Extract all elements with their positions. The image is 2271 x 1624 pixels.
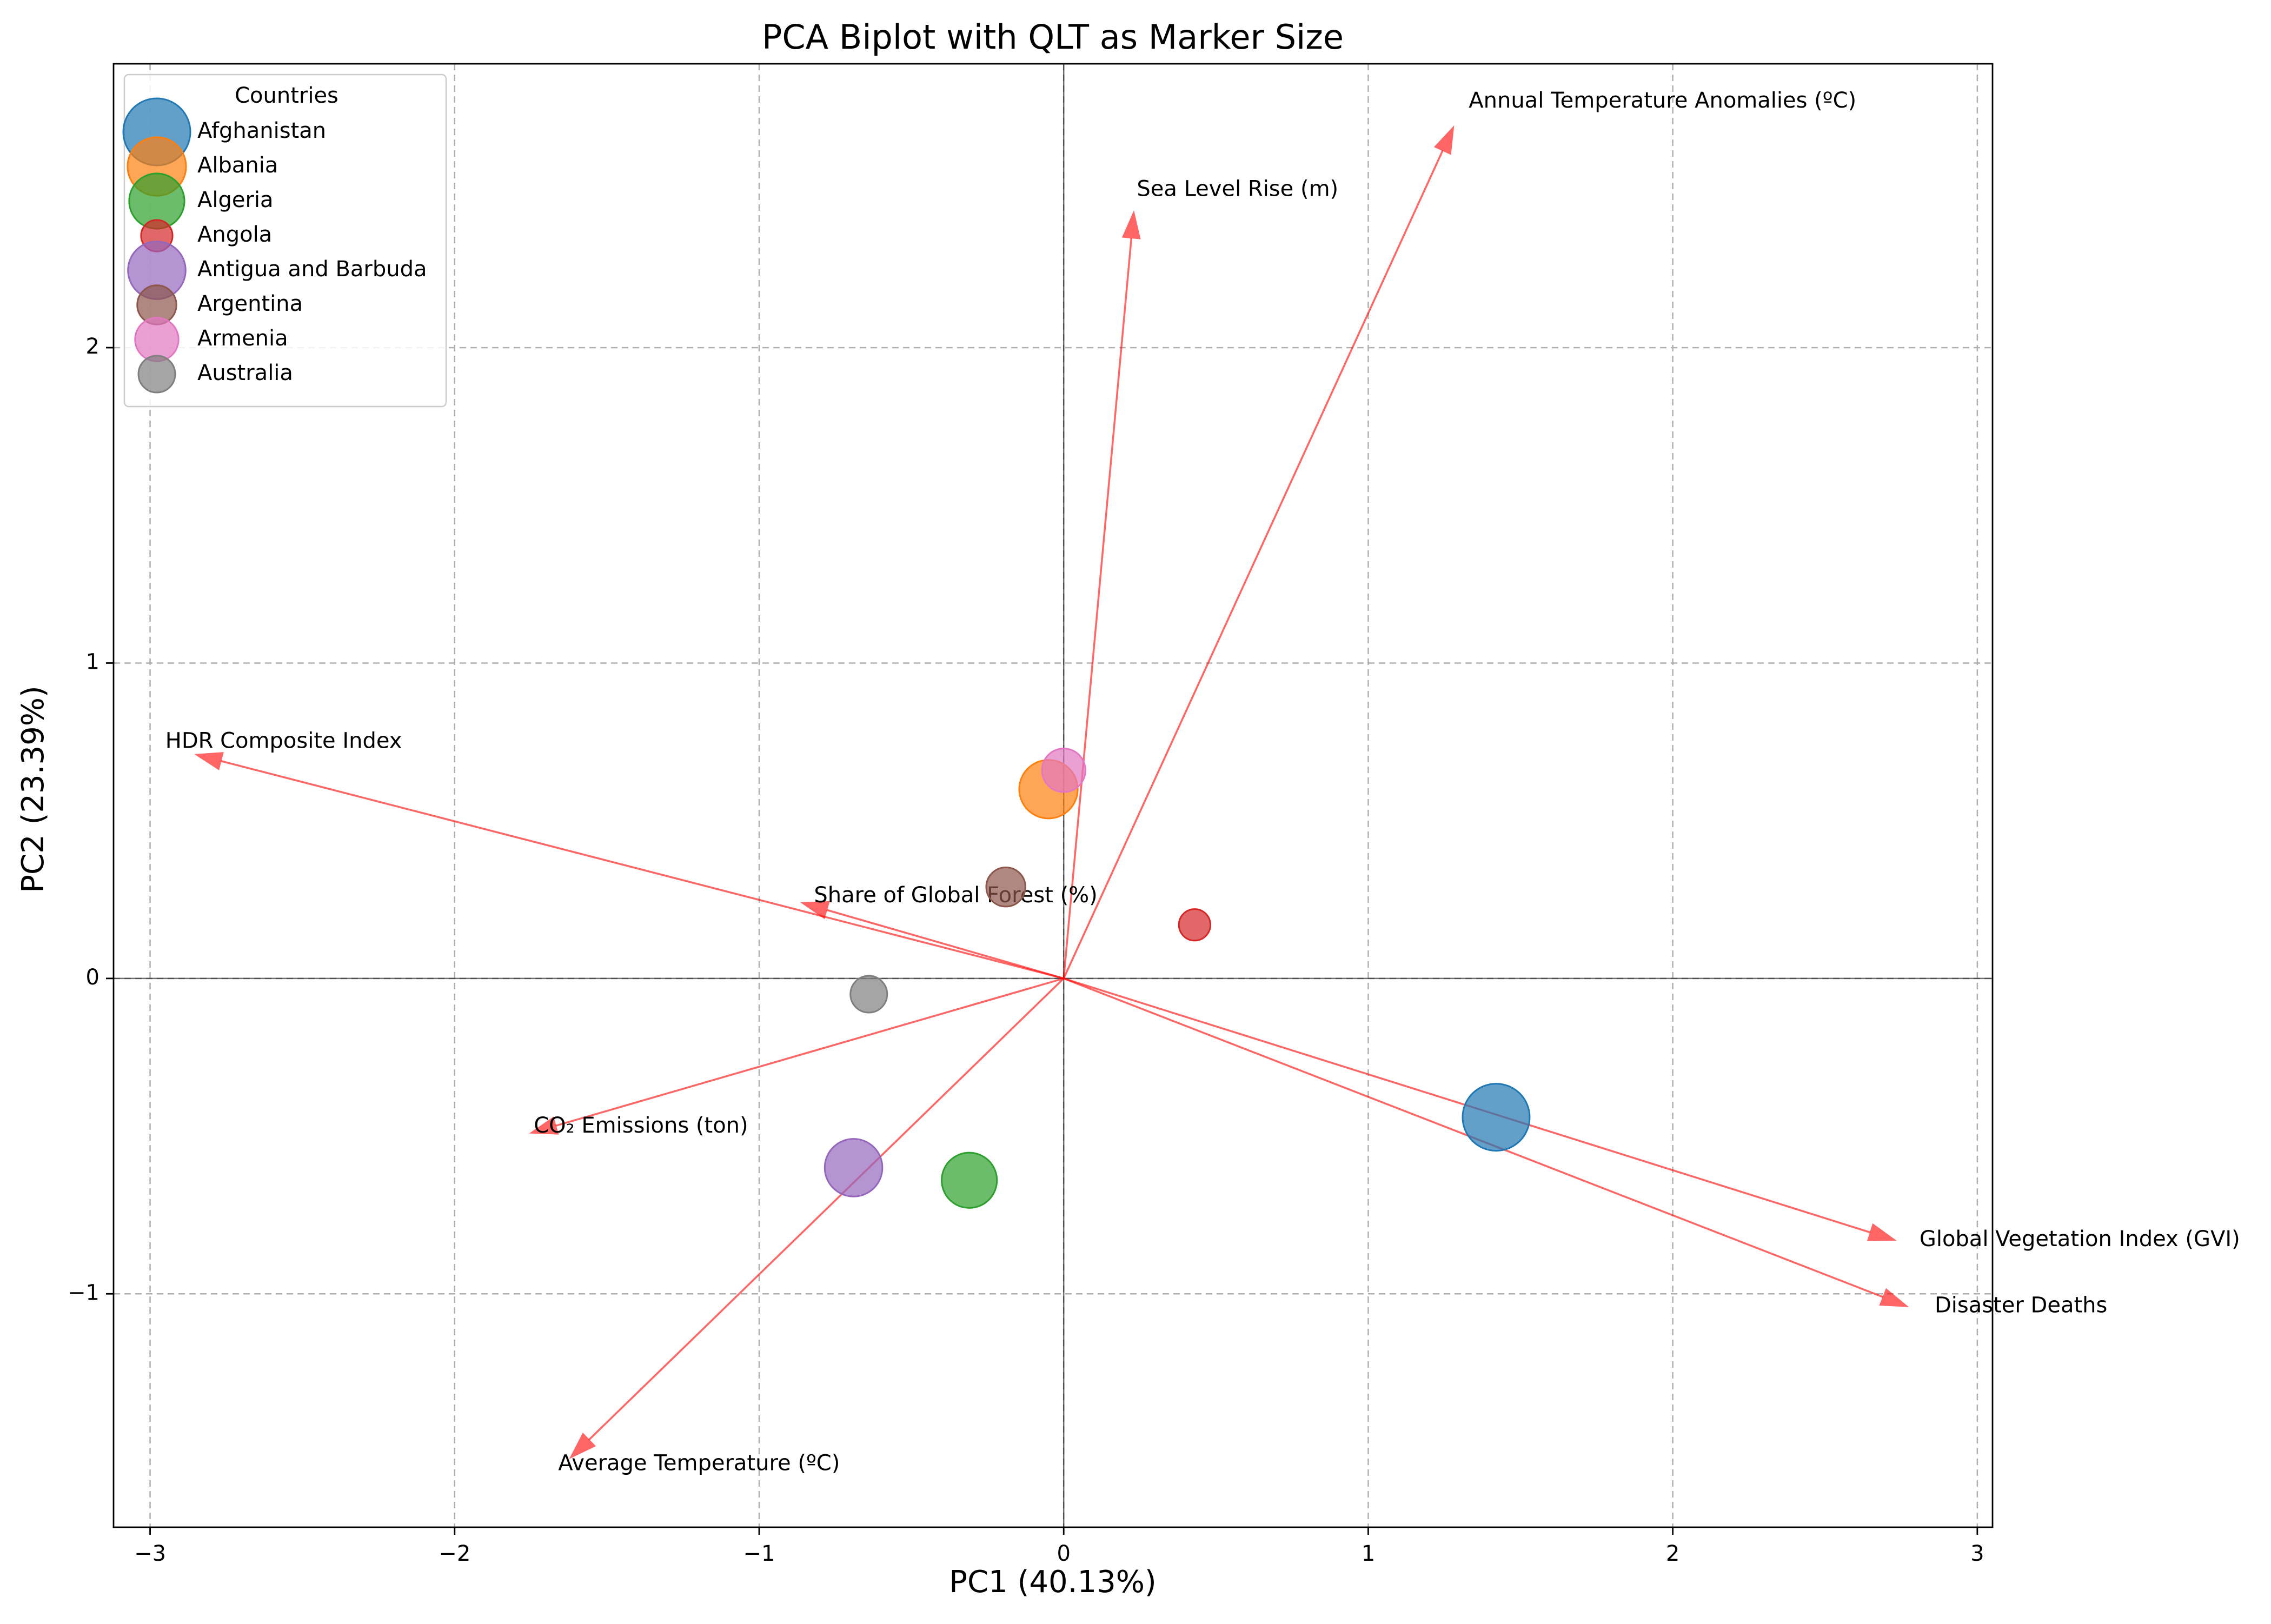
plot-frame	[112, 63, 1994, 1528]
x-tick-label: 1	[1362, 1541, 1375, 1566]
loading-vector: HDR Composite Index	[165, 728, 1064, 980]
legend-label: Angola	[197, 222, 272, 247]
legend-label: Albania	[197, 153, 278, 178]
y-tick-label: 0	[86, 965, 99, 990]
loading-arrow-shaft	[588, 977, 1065, 1441]
loading-vector: Average Temperature (ºC)	[558, 977, 1065, 1475]
loading-arrow-shaft	[555, 977, 1064, 1127]
x-tick-label: 2	[1666, 1541, 1679, 1566]
loading-arrow-shaft	[1063, 237, 1133, 979]
loading-arrow-head	[529, 1116, 559, 1135]
loading-arrow-head	[1433, 125, 1455, 155]
loading-label: Sea Level Rise (m)	[1137, 176, 1338, 201]
loading-label: Annual Temperature Anomalies (ºC)	[1469, 88, 1856, 113]
loading-arrow-shaft	[826, 909, 1064, 980]
legend: Countries Afghanistan Albania Algeria Angola…	[122, 74, 447, 408]
loading-label: HDR Composite Index	[165, 728, 402, 753]
loading-arrow-shaft	[1063, 150, 1444, 979]
chart-title: PCA Biplot with QLT as Marker Size	[762, 17, 1344, 57]
x-tick-label: −1	[743, 1541, 775, 1566]
country-point	[849, 975, 888, 1014]
loading-arrow-head	[1879, 1288, 1909, 1307]
legend-entry: Armenia	[134, 317, 288, 362]
axes: −3 −2 −1 0 1 2 3 −1 0 1 2	[68, 63, 1994, 1566]
loading-arrow-head	[800, 901, 830, 920]
y-axis-label: PC2 (23.39%)	[16, 685, 51, 893]
loading-label: CO₂ Emissions (ton)	[534, 1113, 748, 1138]
legend-label: Afghanistan	[197, 118, 326, 143]
y-tick-label: −1	[68, 1280, 99, 1305]
legend-label: Australia	[197, 361, 293, 385]
country-point	[985, 866, 1026, 908]
legend-marker	[134, 317, 180, 362]
loading-arrow-head	[569, 1433, 596, 1459]
legend-label: Armenia	[197, 326, 288, 351]
country-point	[1462, 1083, 1531, 1152]
loading-vector: Share of Global Forest (%)	[800, 883, 1098, 980]
legend-label: Antigua and Barbuda	[197, 257, 427, 282]
country-point	[941, 1152, 998, 1209]
legend-entry: Antigua and Barbuda	[127, 241, 427, 300]
legend-label: Argentina	[197, 291, 303, 316]
legend-marker	[137, 355, 176, 394]
legend-entry: Argentina	[136, 284, 303, 325]
loading-vector: Global Vegetation Index (GVI)	[1063, 977, 2240, 1252]
legend-title: Countries	[235, 83, 338, 108]
loading-arrow-head	[194, 752, 224, 770]
legend-box	[123, 74, 447, 408]
x-axis-label: PC1 (40.13%)	[949, 1565, 1157, 1600]
y-tick-label: 2	[86, 334, 99, 359]
x-tick-label: 3	[1970, 1541, 1984, 1566]
legend-label: Algeria	[197, 188, 274, 212]
y-tick-label: 1	[86, 649, 99, 674]
country-point	[1178, 908, 1211, 942]
x-tick-label: −3	[134, 1541, 166, 1566]
loading-vector: Annual Temperature Anomalies (ºC)	[1063, 88, 1856, 979]
country-point	[824, 1138, 884, 1197]
legend-entry: Australia	[137, 355, 293, 394]
loading-label: Average Temperature (ºC)	[558, 1450, 840, 1475]
loading-label: Disaster Deaths	[1935, 1293, 2107, 1318]
country-points	[824, 748, 1531, 1209]
x-tick-label: 0	[1057, 1541, 1070, 1566]
loading-vectors: Annual Temperature Anomalies (ºC) Sea Lev…	[165, 88, 2240, 1475]
x-tick-label: −2	[439, 1541, 470, 1566]
legend-entry: Algeria	[128, 172, 274, 230]
loading-label: Share of Global Forest (%)	[814, 883, 1097, 908]
loading-vector: CO₂ Emissions (ton)	[529, 977, 1064, 1138]
loading-vector: Sea Level Rise (m)	[1063, 176, 1338, 979]
loading-arrow-head	[1121, 210, 1141, 239]
loading-vector: Disaster Deaths	[1063, 977, 2107, 1318]
loading-arrow-head	[1867, 1223, 1897, 1241]
loading-arrow-shaft	[221, 760, 1064, 980]
loading-label: Global Vegetation Index (GVI)	[1920, 1227, 2240, 1252]
country-point	[1041, 748, 1086, 793]
